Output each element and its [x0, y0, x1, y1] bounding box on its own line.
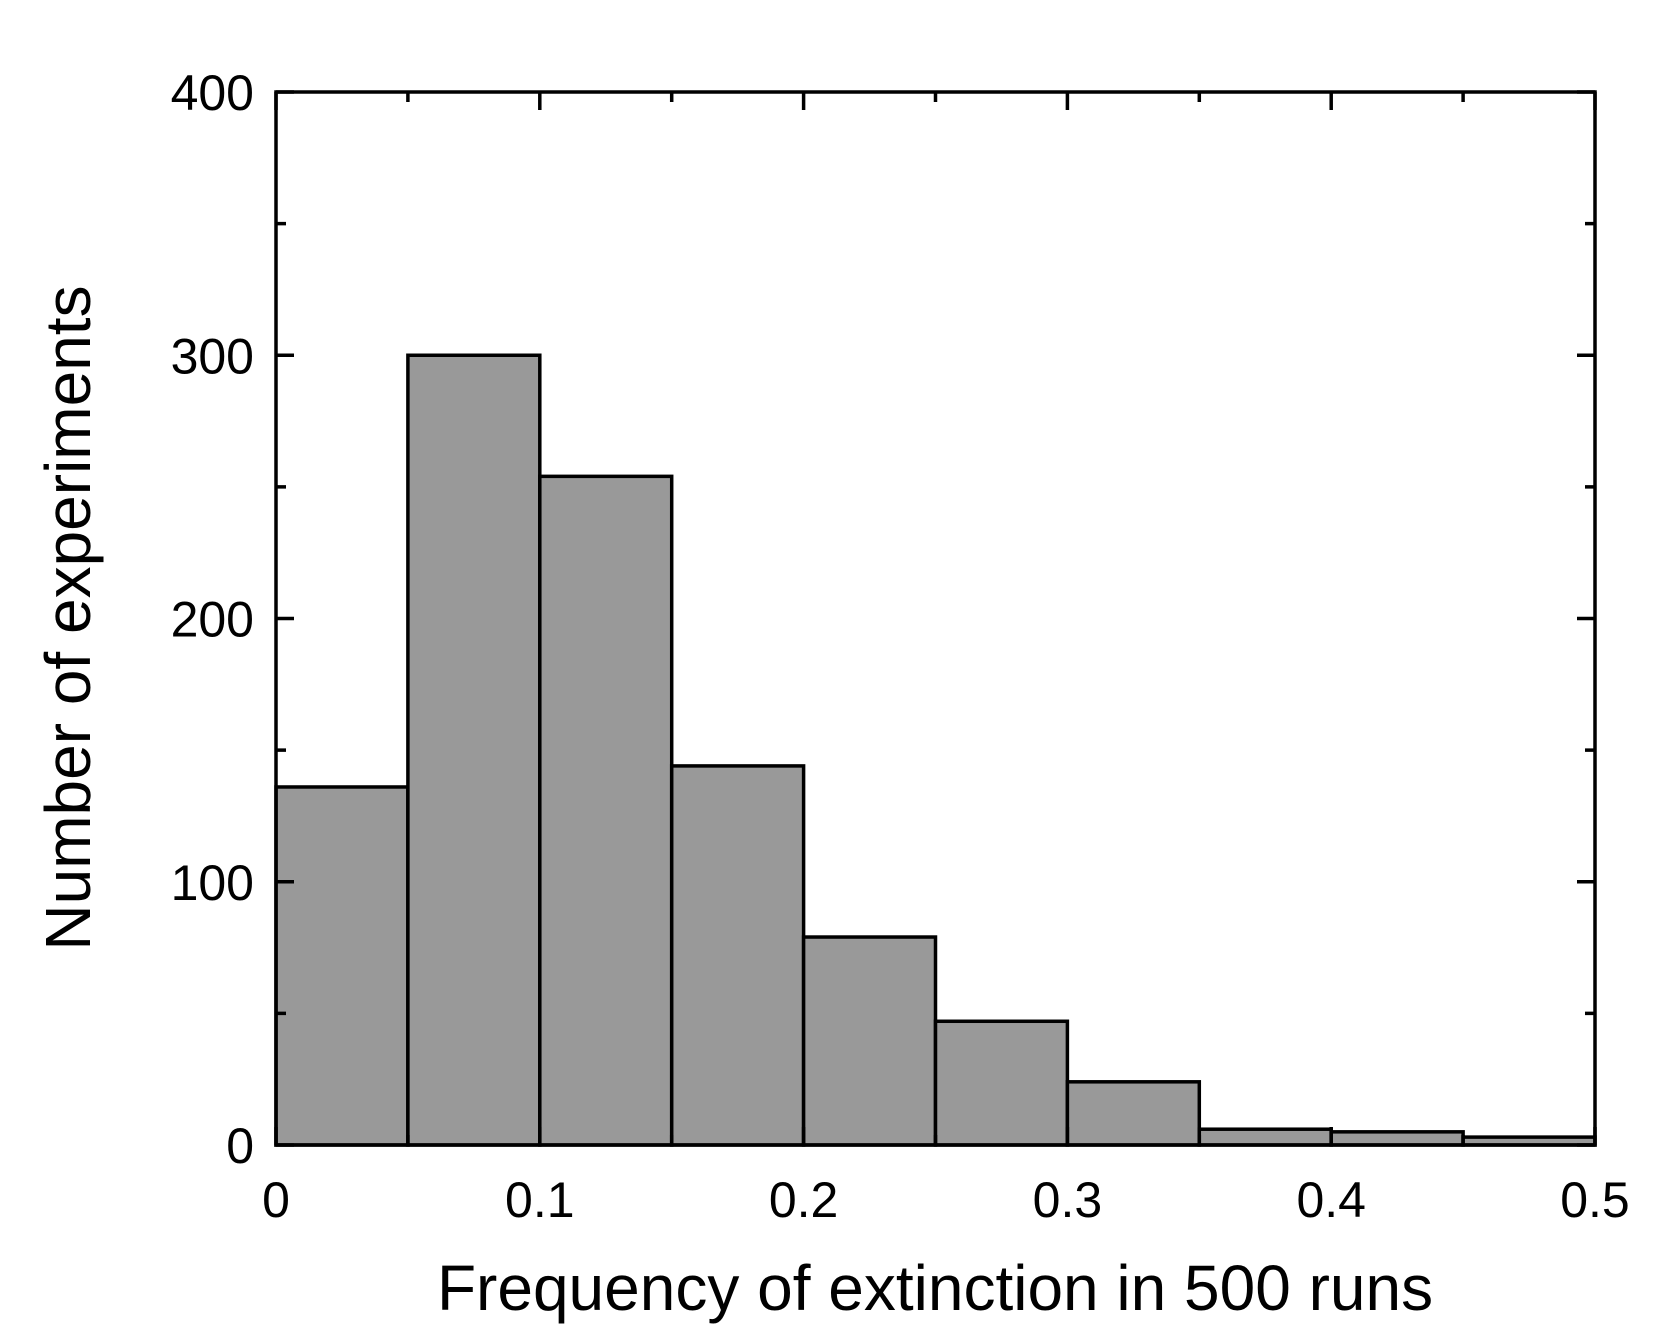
y-tick-label: 200: [171, 592, 254, 648]
y-tick-label: 0: [226, 1118, 254, 1174]
x-tick-label: 0: [262, 1172, 290, 1228]
histogram-bar-8: [1197, 1127, 1333, 1147]
histogram-bar-6: [933, 1019, 1070, 1147]
x-tick-label: 0.5: [1560, 1172, 1630, 1228]
histogram-bar-2: [406, 353, 542, 1147]
x-tick-label: 0.3: [1033, 1172, 1103, 1228]
plot-frame: [274, 90, 1597, 1147]
histogram-bar-3: [538, 474, 674, 1147]
x-tick-label: 0.2: [769, 1172, 839, 1228]
y-axis-label: Number of experiments: [32, 285, 104, 950]
histogram-bar-5: [801, 935, 938, 1147]
x-tick-label: 0.1: [505, 1172, 575, 1228]
histogram-bar-1: [274, 785, 410, 1147]
x-tick-label: 0.4: [1296, 1172, 1366, 1228]
histogram-bar-4: [669, 764, 806, 1147]
histogram-bar-7: [1065, 1080, 1202, 1147]
y-tick-label: 300: [171, 328, 254, 384]
y-tick-label: 400: [171, 65, 254, 121]
bars-layer: [274, 353, 1597, 1147]
x-axis-label: Frequency of extinction in 500 runs: [437, 1252, 1433, 1324]
histogram-bar-9: [1329, 1130, 1465, 1147]
y-tick-label: 100: [171, 855, 254, 911]
tick-labels-layer: 0 0.1 0.2 0.3 0.4 0.5 0 100 200 300 400: [171, 65, 1630, 1228]
